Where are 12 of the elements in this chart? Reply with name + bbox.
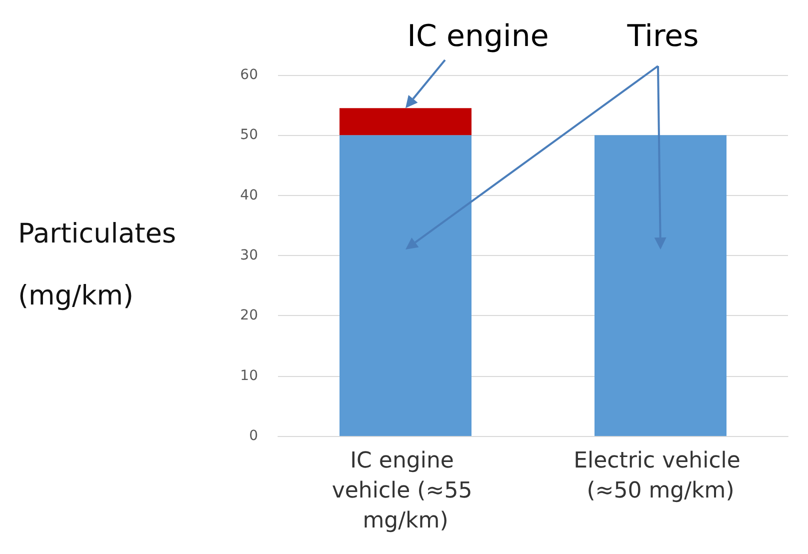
text: Tires (626, 19, 699, 54)
x-tick-label: IC engine vehicle (≈55 mg/km) (332, 448, 480, 534)
y-tick-label: 10 (240, 368, 258, 384)
y-tick-label: 30 (240, 248, 258, 264)
y-tick-label: 40 (240, 187, 258, 204)
y-tick-label: 20 (240, 308, 258, 324)
y-tick-label: 0 (249, 428, 258, 444)
x-tick-label: Electric vehicle (≈50 mg/km) (574, 448, 748, 504)
y-tick-label: 50 (240, 127, 258, 144)
y-axis-title: Particulates (mg/km) (18, 218, 176, 312)
y-tick-label: 60 (240, 67, 258, 83)
series-label: IC engine (407, 19, 549, 54)
